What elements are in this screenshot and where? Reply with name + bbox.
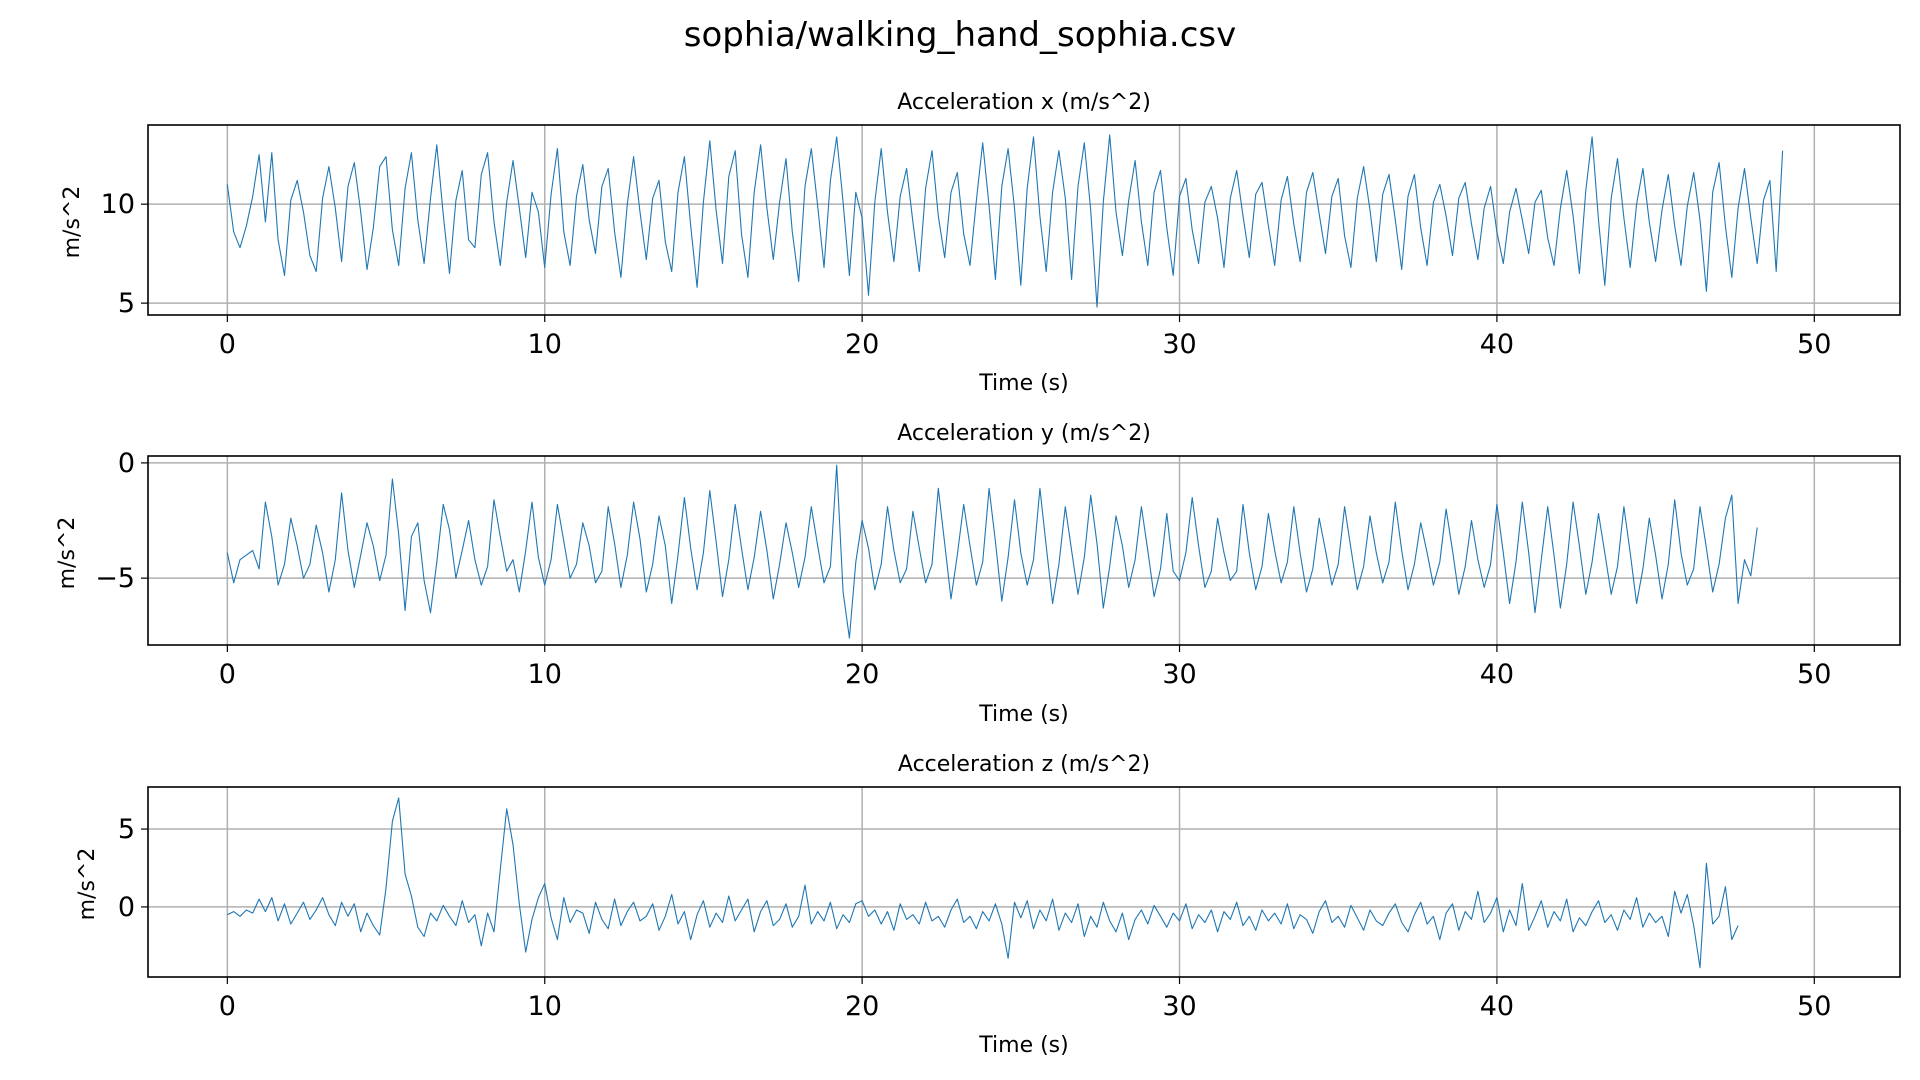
x-tick-label: 50 [1797,991,1831,1022]
x-tick-label: 0 [219,329,236,360]
figure-title: sophia/walking_hand_sophia.csv [684,15,1237,55]
x-tick-label: 30 [1162,329,1196,360]
x-tick-label: 50 [1797,329,1831,360]
x-tick-label: 10 [528,659,562,690]
x-axis-label: Time (s) [978,371,1068,396]
y-axis-label: m/s^2 [75,848,100,921]
x-tick-label: 30 [1162,659,1196,690]
subplot-title: Acceleration z (m/s^2) [898,752,1150,777]
x-tick-label: 0 [219,991,236,1022]
x-tick-label: 10 [528,329,562,360]
x-tick-label: 40 [1480,659,1514,690]
axes-frame [147,455,1901,646]
x-tick-label: 20 [845,659,879,690]
x-tick-label: 0 [219,659,236,690]
subplot-acceleration-z: Acceleration z (m/s^2) Time (s) m/s^2 0 1… [75,752,1901,1058]
y-tick-label: 5 [118,814,135,845]
x-tick-label: 10 [528,991,562,1022]
axes-frame [147,124,1901,316]
x-tick-label: 40 [1480,991,1514,1022]
y-axis-label: m/s^2 [55,517,80,590]
subplot-acceleration-y: Acceleration y (m/s^2) Time (s) m/s^2 0 1… [55,421,1901,727]
subplot-acceleration-x: Acceleration x (m/s^2) Time (s) m/s^2 0 1… [60,90,1901,396]
subplot-title: Acceleration x (m/s^2) [897,90,1151,115]
x-tick-label: 40 [1480,329,1514,360]
x-tick-label: 30 [1162,991,1196,1022]
x-tick-label: 20 [845,329,879,360]
y-tick-label: 0 [118,892,135,923]
x-axis-label: Time (s) [978,1033,1068,1058]
y-tick-label: 5 [118,288,135,319]
series-line [227,797,1739,969]
series-line [226,134,1784,308]
series-line [226,464,1758,639]
y-tick-label: 10 [101,189,135,220]
y-tick-label: 0 [118,448,135,479]
x-tick-label: 50 [1797,659,1831,690]
x-axis-label: Time (s) [978,702,1068,727]
subplot-title: Acceleration y (m/s^2) [897,421,1151,446]
x-tick-label: 20 [845,991,879,1022]
y-tick-label: −5 [95,563,135,594]
axes-frame [147,786,1901,978]
y-axis-label: m/s^2 [60,186,85,259]
